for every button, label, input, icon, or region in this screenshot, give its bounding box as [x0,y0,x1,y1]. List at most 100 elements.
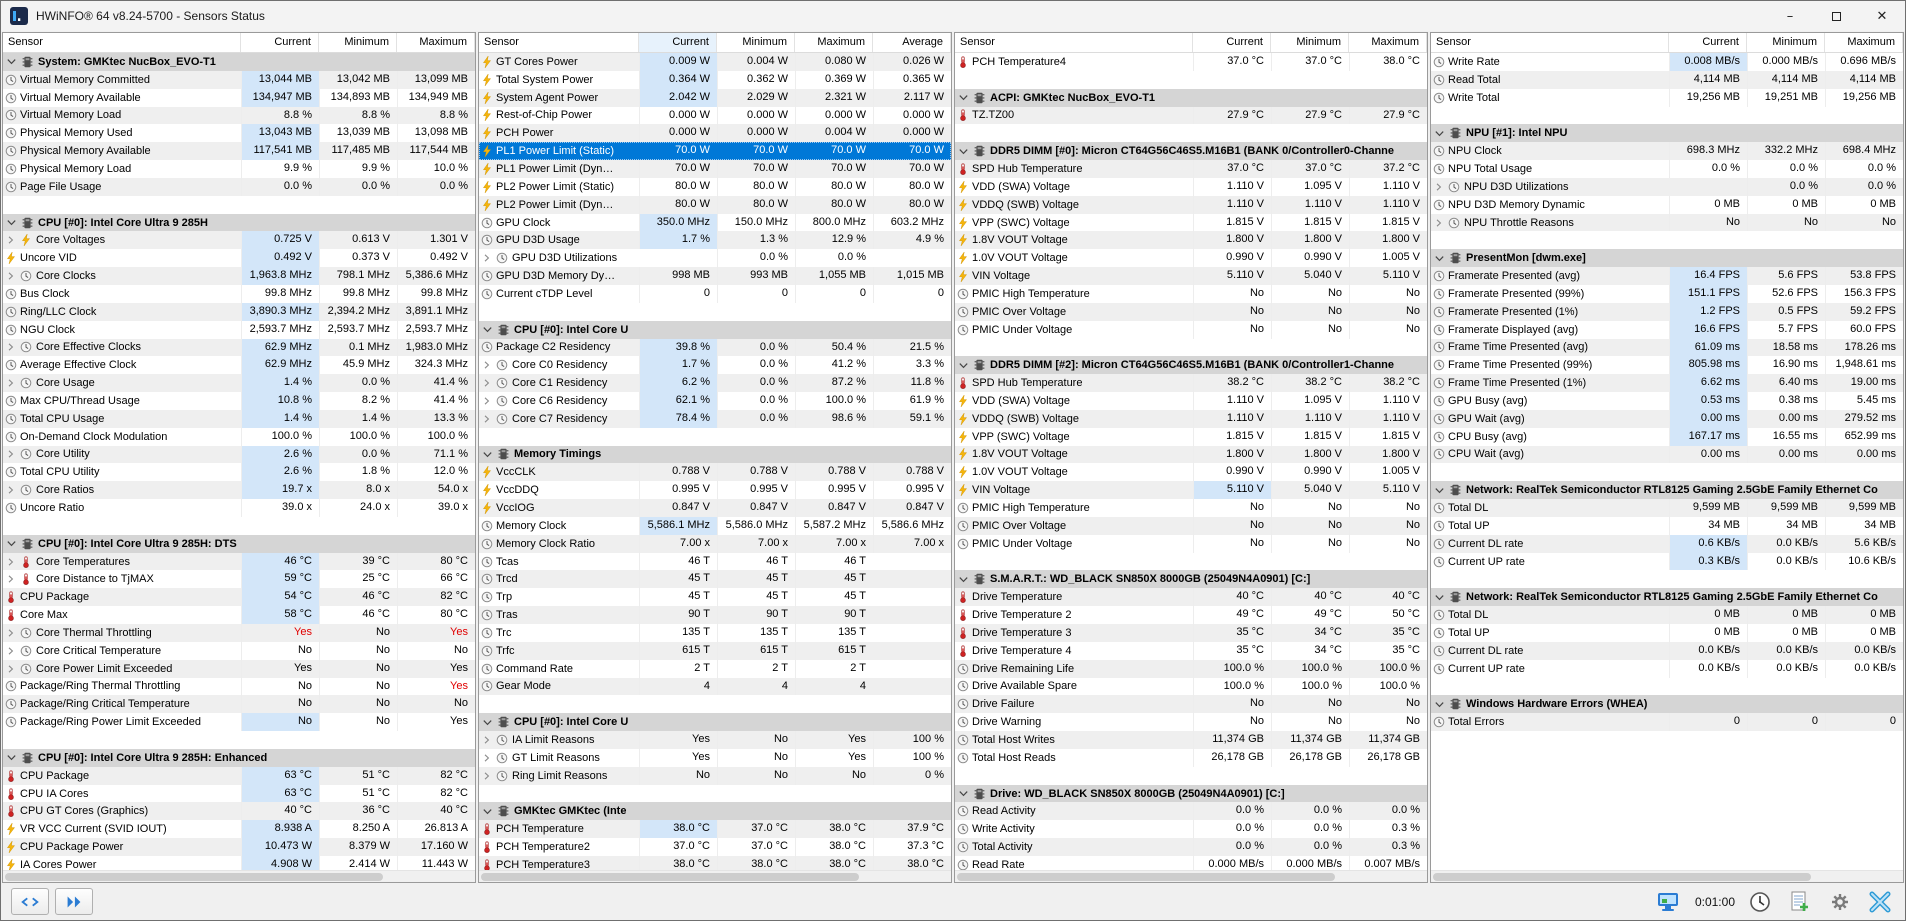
sensor-row[interactable]: Physical Memory Load 9.9 % 9.9 % 10.0 % [3,160,475,178]
section-header[interactable]: ACPI: GMKtec NucBox_EVO-T1 [955,88,1427,107]
sensor-row[interactable]: Read Rate 0.000 MB/s 0.000 MB/s 0.007 MB/s [955,855,1427,870]
expand-chevron-icon[interactable] [479,379,494,387]
horizontal-scrollbar[interactable] [955,870,1427,882]
sensor-row[interactable]: PCH Temperature3 38.0 °C 38.0 °C 38.0 °C 38.… [479,855,951,870]
sensor-row[interactable]: Uncore Ratio 39.0 x 24.0 x 39.0 x [3,499,475,517]
collapse-chevron-icon[interactable] [955,147,972,156]
sensor-row[interactable]: PMIC High Temperature No No No [955,499,1427,517]
horizontal-scrollbar[interactable] [1431,870,1903,882]
column-header-maximum[interactable]: Maximum [1349,33,1427,52]
scrollbar-thumb[interactable] [1433,873,1811,881]
sensor-row[interactable]: PMIC Under Voltage No No No [955,534,1427,553]
sensor-row[interactable]: Total DL 0 MB 0 MB 0 MB [1431,606,1903,624]
sensor-row[interactable]: VPP (SWC) Voltage 1.815 V 1.815 V 1.815 V [955,427,1427,446]
expand-chevron-icon[interactable] [479,397,494,405]
sensor-row[interactable]: GPU Clock 350.0 MHz 150.0 MHz 800.0 MHz 603.… [479,213,951,232]
sensor-row[interactable]: CPU Wait (avg) 0.00 ms 0.00 ms 0.00 ms [1431,445,1903,464]
sensor-row[interactable]: Memory Clock 5,586.1 MHz 5,586.0 MHz 5,587.… [479,516,951,535]
collapse-chevron-icon[interactable] [1431,593,1448,602]
sensor-row[interactable]: NPU Throttle Reasons No No No [1431,213,1903,232]
section-header[interactable]: Network: RealTek Semiconductor RTL8125 G… [1431,481,1903,500]
expand-chevron-icon[interactable] [3,343,18,352]
sensor-row[interactable]: NPU Total Usage 0.0 % 0.0 % 0.0 % [1431,160,1903,178]
sensor-row[interactable]: TZ.TZ00 27.9 °C 27.9 °C 27.9 °C [955,106,1427,125]
scrollbar-thumb[interactable] [5,873,383,881]
collapse-chevron-icon[interactable] [3,539,20,548]
sensor-row[interactable]: VPP (SWC) Voltage 1.815 V 1.815 V 1.815 V [955,213,1427,232]
sensor-row[interactable]: Core C0 Residency 1.7 % 0.0 % 41.2 % 3.3 % [479,356,951,375]
double-arrow-right-button[interactable] [55,888,93,915]
collapse-chevron-icon[interactable] [3,218,20,227]
column-header-minimum[interactable]: Minimum [319,33,397,52]
section-header[interactable]: Memory Timings [479,445,951,464]
column-header-current[interactable]: Current [241,33,319,52]
scrollbar-thumb[interactable] [957,873,1335,881]
sensor-row[interactable]: PL1 Power Limit (Static) 70.0 W 70.0 W 70.0… [479,142,951,161]
sensor-row[interactable]: Read Total 4,114 MB 4,114 MB 4,114 MB [1431,70,1903,89]
sensor-row[interactable]: Virtual Memory Available 134,947 MB 134,89… [3,88,475,107]
sensor-row[interactable]: VccCLK 0.788 V 0.788 V 0.788 V 0.788 V [479,463,951,482]
sensor-row[interactable]: SPD Hub Temperature 38.2 °C 38.2 °C 38.2 °C [955,374,1427,393]
expand-chevron-icon[interactable] [1431,183,1446,191]
sensor-row[interactable]: CPU IA Cores 63 °C 51 °C 82 °C [3,784,475,803]
section-header[interactable]: CPU [#0]: Intel Core Ultra 9 285H: DTS [3,534,475,553]
title-bar[interactable]: HWiNFO® 64 v8.24-5700 - Sensors Status –… [1,1,1905,31]
sensor-row[interactable]: Total UP 0 MB 0 MB 0 MB [1431,624,1903,642]
sensor-row[interactable]: GPU Wait (avg) 0.00 ms 0.00 ms 279.52 ms [1431,409,1903,428]
sensor-row[interactable]: CPU Busy (avg) 167.17 ms 16.55 ms 652.99 ms [1431,427,1903,446]
column-header-sensor[interactable]: Sensor [3,33,241,52]
close-button[interactable]: ✕ [1876,8,1888,24]
sensor-row[interactable]: Drive Temperature 3 35 °C 34 °C 35 °C [955,624,1427,642]
sensor-row[interactable]: VccIOG 0.847 V 0.847 V 0.847 V 0.847 V [479,499,951,517]
expand-chevron-icon[interactable] [3,486,18,494]
sensor-row[interactable]: Package/Ring Critical Temperature No No No [3,695,475,714]
section-header[interactable]: System: GMKtec NucBox_EVO-T1 [3,53,475,71]
sensor-row[interactable]: Core Utility 2.6 % 0.0 % 71.1 % [3,445,475,464]
sensor-row[interactable]: Max CPU/Thread Usage 10.8 % 8.2 % 41.4 % [3,392,475,410]
expand-chevron-icon[interactable] [3,575,18,583]
sensor-row[interactable]: GPU D3D Memory Dy… 998 MB 993 MB 1,055 MB 1,… [479,267,951,285]
sensor-row[interactable]: PCH Temperature2 37.0 °C 37.0 °C 38.0 °C 37.… [479,838,951,856]
sensor-row[interactable]: 1.0V VOUT Voltage 0.990 V 0.990 V 1.005 V [955,249,1427,268]
collapse-chevron-icon[interactable] [479,807,496,816]
sensor-row[interactable]: Write Total 19,256 MB 19,251 MB 19,256 MB [1431,88,1903,107]
sensor-row[interactable]: Ring/LLC Clock 3,890.3 MHz 2,394.2 MHz 3,89… [3,302,475,321]
sensor-row[interactable]: Framerate Displayed (avg) 16.6 FPS 5.7 FPS… [1431,320,1903,339]
sensor-row[interactable]: Trfc 615 T 615 T 615 T [479,641,951,660]
sensor-row[interactable]: Drive Warning No No No [955,713,1427,732]
section-header[interactable]: CPU [#0]: Intel Core Ultra 9 285H: Enhan… [3,748,475,767]
column-header-sensor[interactable]: Sensor [479,33,639,52]
column-header-minimum[interactable]: Minimum [1747,33,1825,52]
expand-chevron-icon[interactable] [479,772,494,780]
column-header-sensor[interactable]: Sensor [955,33,1193,52]
section-header[interactable]: DDR5 DIMM [#2]: Micron CT64G56C46S5.M16B… [955,356,1427,375]
collapse-chevron-icon[interactable] [1431,700,1448,709]
sensor-row[interactable]: Trc 135 T 135 T 135 T [479,624,951,642]
sensor-row[interactable]: Total Host Writes 11,374 GB 11,374 GB 11,37… [955,731,1427,749]
sensor-row[interactable]: Package C2 Residency 39.8 % 0.0 % 50.4 % 21.… [479,338,951,357]
expand-chevron-icon[interactable] [479,754,494,762]
sensor-row[interactable]: VccDDQ 0.995 V 0.995 V 0.995 V 0.995 V [479,481,951,500]
sensor-row[interactable]: Package/Ring Power Limit Exceeded No No Yes [3,713,475,732]
sensor-row[interactable]: Package/Ring Thermal Throttling No No Yes [3,677,475,696]
sensor-row[interactable]: Drive Failure No No No [955,695,1427,714]
sensor-row[interactable]: VDDQ (SWB) Voltage 1.110 V 1.110 V 1.110 V [955,195,1427,214]
section-header[interactable]: S.M.A.R.T.: WD_BLACK SN850X 8000GB (2504… [955,570,1427,589]
sensor-row[interactable]: NPU D3D Memory Dynamic 0 MB 0 MB 0 MB [1431,195,1903,214]
sensor-row[interactable]: Core Thermal Throttling Yes No Yes [3,624,475,642]
sensor-row[interactable]: Core C7 Residency 78.4 % 0.0 % 98.6 % 59.1 % [479,409,951,428]
section-header[interactable]: GMKtec GMKtec (Inte [479,802,951,821]
column-header-maximum[interactable]: Maximum [397,33,475,52]
sensor-row[interactable]: Current cTDP Level 0 0 0 0 [479,284,951,303]
sensor-row[interactable]: VIN Voltage 5.110 V 5.040 V 5.110 V [955,481,1427,500]
expand-chevron-icon[interactable] [3,450,18,459]
sensor-row[interactable]: 1.0V VOUT Voltage 0.990 V 0.990 V 1.005 V [955,463,1427,482]
sensor-row[interactable]: CPU GT Cores (Graphics) 40 °C 36 °C 40 °C [3,802,475,821]
collapse-chevron-icon[interactable] [1431,486,1448,495]
sensor-row[interactable]: PCH Temperature4 37.0 °C 37.0 °C 38.0 °C [955,53,1427,71]
sensor-row[interactable]: Physical Memory Used 13,043 MB 13,039 MB 13… [3,124,475,143]
sensor-row[interactable]: Physical Memory Available 117,541 MB 117,4… [3,142,475,161]
sensor-row[interactable]: Average Effective Clock 62.9 MHz 45.9 MHz 3… [3,356,475,375]
